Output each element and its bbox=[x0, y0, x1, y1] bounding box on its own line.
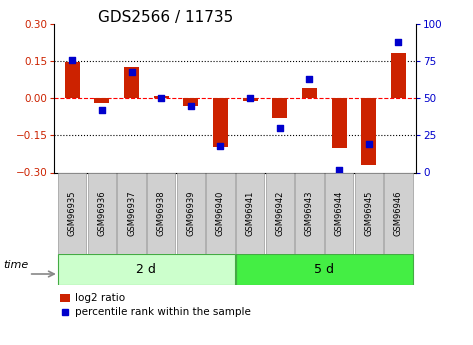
Text: GSM96944: GSM96944 bbox=[334, 191, 343, 236]
Text: GSM96936: GSM96936 bbox=[97, 190, 106, 236]
Bar bbox=[154, 96, 168, 98]
Bar bbox=[236, 254, 412, 285]
Point bbox=[246, 96, 254, 101]
Bar bbox=[95, 98, 109, 103]
Bar bbox=[391, 52, 406, 98]
Text: GSM96945: GSM96945 bbox=[364, 191, 373, 236]
Point bbox=[187, 103, 194, 108]
Text: GSM96942: GSM96942 bbox=[275, 191, 284, 236]
Text: time: time bbox=[3, 260, 28, 270]
Bar bbox=[176, 173, 205, 254]
Bar bbox=[117, 173, 146, 254]
Text: GSM96939: GSM96939 bbox=[186, 191, 195, 236]
Bar bbox=[236, 173, 264, 254]
Point bbox=[306, 76, 313, 82]
Point bbox=[128, 69, 135, 75]
Bar bbox=[184, 98, 198, 106]
Bar bbox=[58, 173, 87, 254]
Bar bbox=[355, 173, 383, 254]
Bar bbox=[243, 98, 258, 101]
Point bbox=[217, 143, 224, 149]
Point bbox=[98, 107, 105, 113]
Text: GSM96940: GSM96940 bbox=[216, 191, 225, 236]
Bar bbox=[265, 173, 294, 254]
Bar bbox=[213, 98, 228, 147]
Text: GSM96946: GSM96946 bbox=[394, 191, 403, 236]
Point bbox=[394, 39, 402, 45]
Text: GSM96941: GSM96941 bbox=[245, 191, 254, 236]
Bar bbox=[295, 173, 324, 254]
Point bbox=[365, 141, 373, 147]
Point bbox=[276, 125, 284, 131]
Bar bbox=[88, 173, 116, 254]
Point bbox=[335, 167, 343, 172]
Bar bbox=[124, 67, 139, 98]
Text: 5 d: 5 d bbox=[314, 263, 334, 276]
Text: 2 d: 2 d bbox=[136, 263, 156, 276]
Bar bbox=[65, 62, 79, 98]
Text: GSM96943: GSM96943 bbox=[305, 191, 314, 236]
Bar bbox=[58, 254, 235, 285]
Text: GDS2566 / 11735: GDS2566 / 11735 bbox=[98, 10, 233, 25]
Text: GSM96935: GSM96935 bbox=[68, 191, 77, 236]
Legend: log2 ratio, percentile rank within the sample: log2 ratio, percentile rank within the s… bbox=[60, 293, 251, 317]
Bar bbox=[325, 173, 353, 254]
Bar bbox=[302, 88, 317, 98]
Bar bbox=[384, 173, 412, 254]
Bar bbox=[147, 173, 175, 254]
Bar bbox=[332, 98, 347, 148]
Point bbox=[158, 96, 165, 101]
Bar bbox=[361, 98, 376, 165]
Bar bbox=[272, 98, 287, 118]
Text: GSM96938: GSM96938 bbox=[157, 190, 166, 236]
Bar bbox=[206, 173, 235, 254]
Point bbox=[69, 57, 76, 62]
Text: GSM96937: GSM96937 bbox=[127, 190, 136, 236]
